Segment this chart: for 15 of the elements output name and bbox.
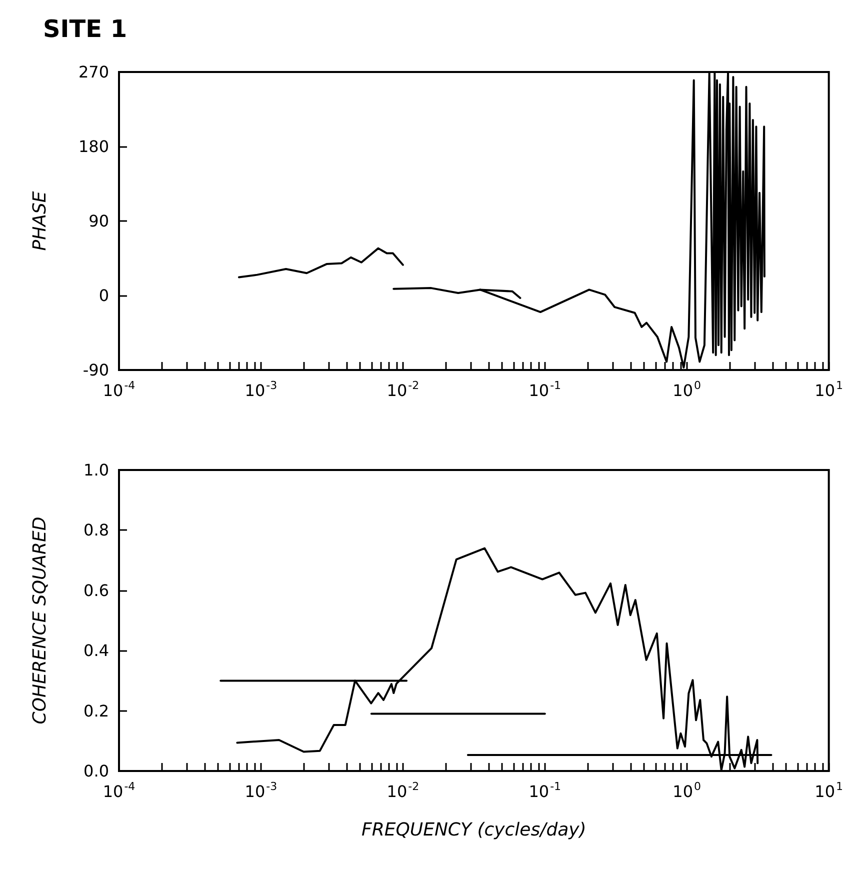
chart-title: SITE 1 — [43, 15, 128, 43]
y-axis-title: COHERENCE SQUARED — [30, 516, 50, 724]
y-tick-label: 0.2 — [84, 701, 109, 720]
y-tick-label: 180 — [78, 137, 109, 156]
y-axis-title: PHASE — [30, 190, 50, 251]
y-tick-label: 90 — [88, 212, 109, 230]
y-tick-label: 0 — [98, 286, 109, 305]
y-tick-label: 270 — [78, 62, 109, 82]
y-tick-label: 0.8 — [84, 520, 109, 540]
y-tick-label: 0.6 — [84, 580, 109, 600]
x-axis-title: FREQUENCY (cycles/day) — [361, 820, 586, 840]
y-tick-label: 0.4 — [84, 641, 109, 660]
y-tick-label: 0.0 — [84, 762, 109, 780]
y-tick-label: -90 — [82, 360, 109, 380]
y-tick-label: 1.0 — [84, 460, 109, 480]
